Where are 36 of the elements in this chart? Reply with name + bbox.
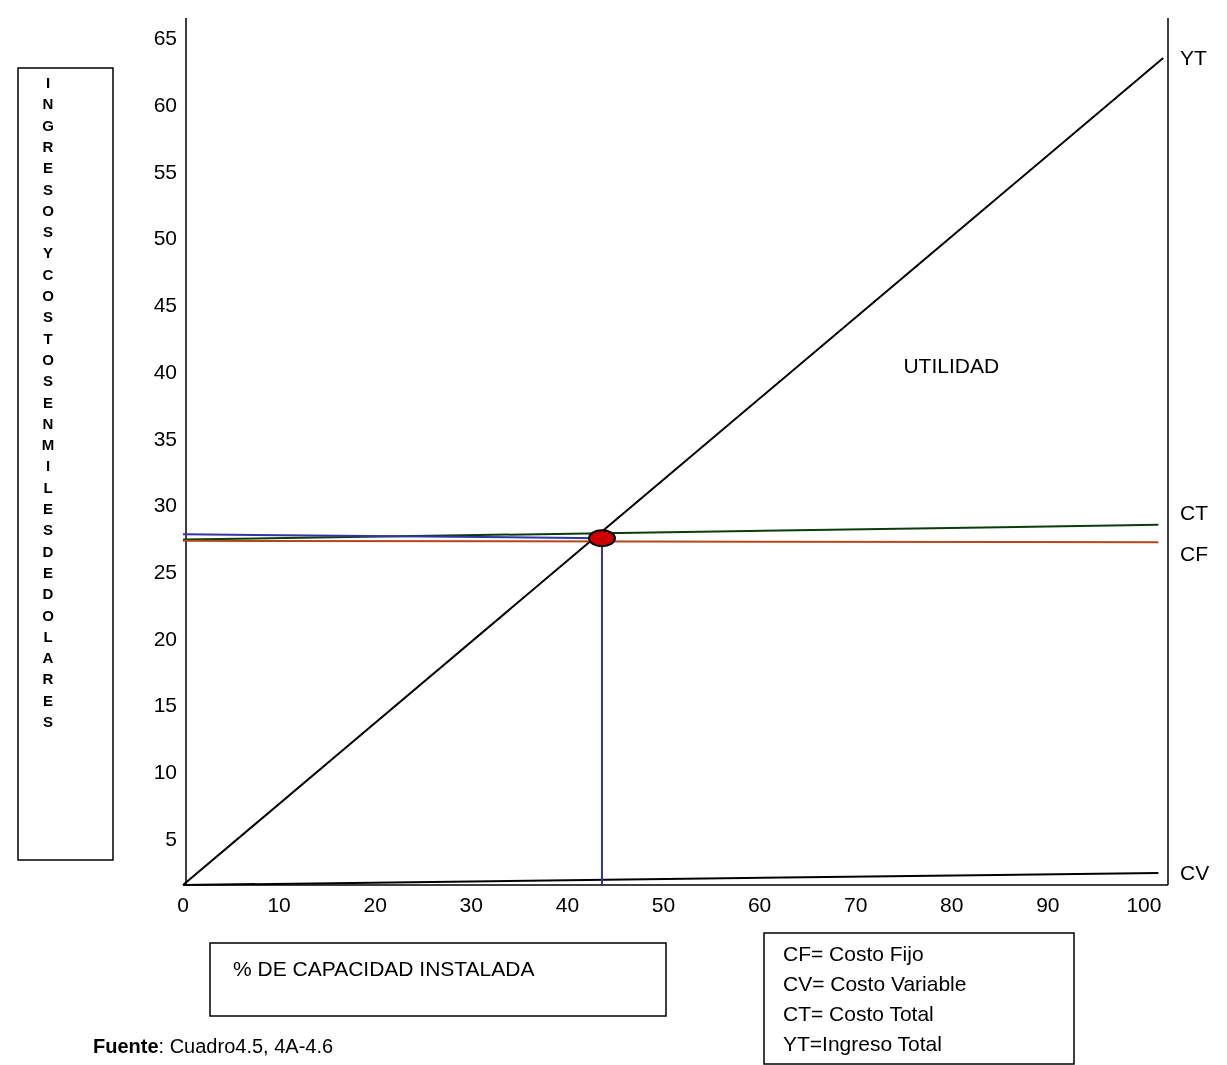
text: CF= Costo Fijo — [783, 942, 924, 965]
x-tick-label: 50 — [651, 893, 676, 916]
series-label: CV — [1180, 861, 1210, 884]
y-tick-label: 55 — [153, 159, 177, 183]
x-tick-label: 80 — [940, 893, 964, 916]
annotation: UTILIDAD — [903, 354, 1000, 378]
y-tick-label: 35 — [153, 426, 177, 450]
y-tick-label: 20 — [153, 626, 177, 650]
y-tick-label: 5 — [165, 826, 177, 850]
x-tick-label: 30 — [459, 893, 483, 916]
series-label: YT — [1180, 46, 1208, 70]
text: INGRESOS Y COSTOS EN MILES DE DOLARES — [41, 74, 55, 730]
y-tick-label: 25 — [153, 559, 177, 583]
y-tick-label: 30 — [153, 493, 177, 517]
series-label: CT — [1180, 500, 1209, 524]
y-tick-label: 40 — [153, 359, 177, 383]
y-tick-label: 50 — [153, 226, 177, 250]
y-tick-label: 15 — [153, 693, 177, 717]
y-tick-label: 10 — [153, 759, 177, 783]
x-tick-label: 90 — [1036, 893, 1060, 916]
x-tick-label: 70 — [844, 893, 868, 916]
x-tick-label: 0 — [177, 893, 189, 916]
text: CV= Costo Variable — [783, 972, 967, 995]
x-tick-label: 60 — [747, 893, 772, 916]
x-tick-label: 40 — [555, 893, 580, 916]
x-axis-title: % DE CAPACIDAD INSTALADA — [233, 957, 535, 980]
x-tick-label: 20 — [363, 893, 387, 916]
x-tick-label: 10 — [267, 893, 291, 916]
x-tick-label: 100 — [1126, 893, 1162, 916]
source-note: Fuente: Cuadro4.5, 4A-4.6 — [93, 1035, 334, 1057]
y-tick-label: 60 — [153, 93, 177, 117]
y-tick-label: 45 — [153, 293, 177, 317]
y-tick-label: 65 — [153, 26, 177, 50]
text: CT= Costo Total — [783, 1002, 934, 1025]
series-label: CF — [1180, 542, 1208, 566]
text: YT=Ingreso Total — [783, 1032, 942, 1055]
